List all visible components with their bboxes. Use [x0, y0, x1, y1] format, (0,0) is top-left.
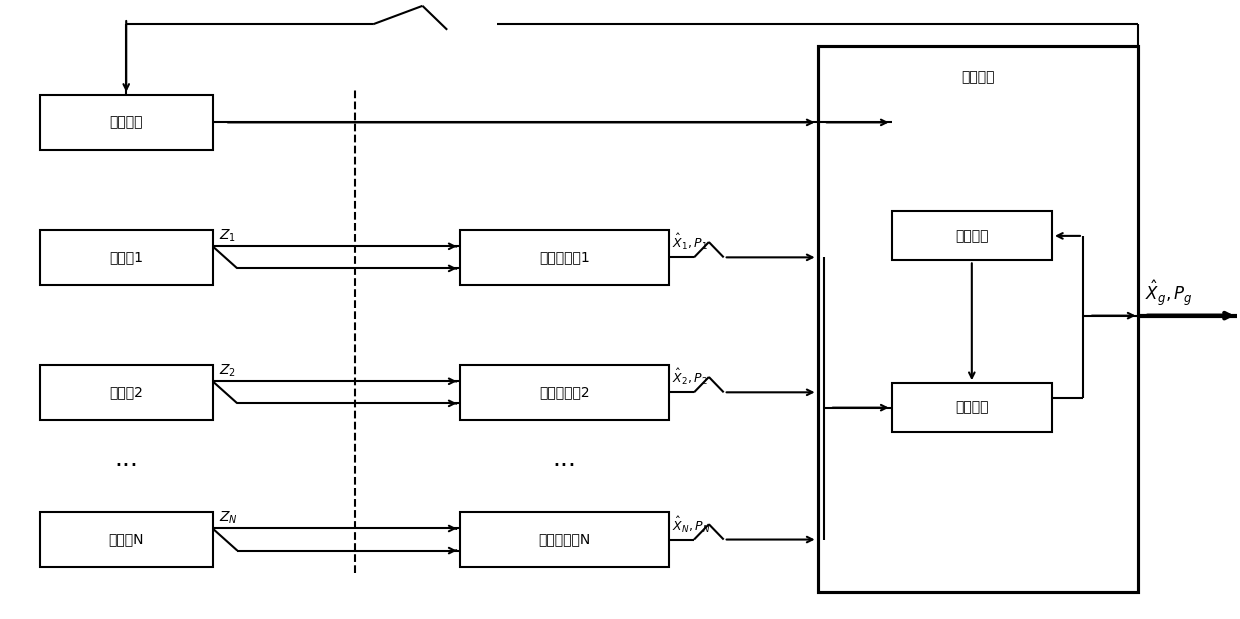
Text: 局部滤波器N: 局部滤波器N — [538, 532, 590, 547]
Text: 最优融合: 最优融合 — [955, 400, 988, 415]
FancyBboxPatch shape — [460, 230, 670, 285]
FancyBboxPatch shape — [892, 383, 1052, 432]
Text: $Z_1$: $Z_1$ — [218, 227, 236, 244]
Text: 子系统N: 子系统N — [108, 532, 144, 547]
Text: 子系统2: 子系统2 — [109, 385, 143, 399]
Text: 局部滤波器1: 局部滤波器1 — [539, 250, 590, 264]
FancyBboxPatch shape — [817, 46, 1138, 592]
Text: ···: ··· — [114, 454, 138, 478]
Text: 局部滤波器2: 局部滤波器2 — [539, 385, 590, 399]
Text: 子系统1: 子系统1 — [109, 250, 144, 264]
FancyBboxPatch shape — [40, 230, 212, 285]
Text: $\hat{X}_1, P_1$: $\hat{X}_1, P_1$ — [672, 232, 708, 253]
Text: $Z_N$: $Z_N$ — [218, 509, 238, 526]
Text: ···: ··· — [553, 454, 577, 478]
Text: $Z_2$: $Z_2$ — [218, 362, 236, 379]
Text: 参考系统: 参考系统 — [109, 115, 143, 129]
FancyBboxPatch shape — [460, 512, 670, 567]
FancyBboxPatch shape — [40, 95, 212, 150]
FancyBboxPatch shape — [460, 365, 670, 420]
FancyBboxPatch shape — [40, 512, 212, 567]
Text: $\hat{X}_g, P_g$: $\hat{X}_g, P_g$ — [1145, 279, 1193, 308]
FancyBboxPatch shape — [40, 365, 212, 420]
Text: $\hat{X}_2, P_2$: $\hat{X}_2, P_2$ — [672, 367, 708, 387]
Text: $\hat{X}_N, P_N$: $\hat{X}_N, P_N$ — [672, 514, 711, 535]
FancyBboxPatch shape — [892, 211, 1052, 261]
Text: 时间更新: 时间更新 — [955, 229, 988, 243]
Text: 主滤波器: 主滤波器 — [961, 71, 994, 84]
